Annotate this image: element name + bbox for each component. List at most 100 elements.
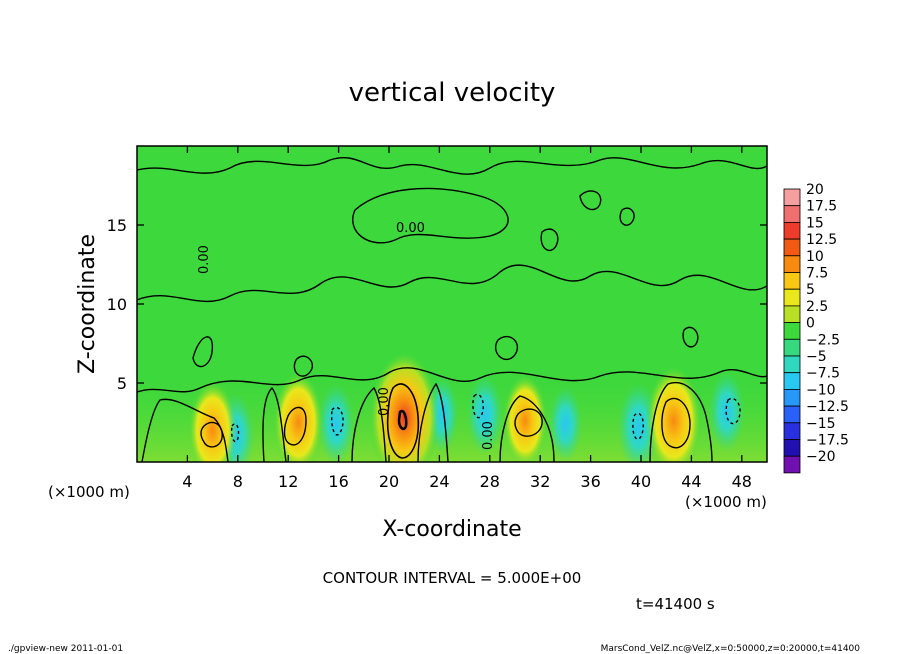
x-tick-label: 28 — [480, 472, 500, 491]
x-tick-label: 4 — [182, 472, 192, 491]
contour-line — [137, 157, 767, 175]
colorbar-swatch — [783, 255, 801, 273]
contour-line — [514, 408, 543, 437]
contour-line — [330, 406, 344, 436]
contour-line — [397, 409, 408, 431]
colorbar-label: −15 — [806, 416, 836, 432]
updraft-region — [188, 379, 238, 462]
updraft-region — [645, 364, 702, 462]
downdraft-region — [317, 383, 355, 462]
contour-label: 0.00 — [396, 221, 425, 236]
x-tick-label: 8 — [233, 472, 243, 491]
colorbar-swatch — [783, 205, 801, 223]
colorbar-swatch — [783, 455, 801, 474]
contour-line — [386, 383, 420, 459]
y-tick-label: 15 — [107, 216, 127, 235]
footer-right: MarsCond_VelZ.nc@VelZ,x=0:50000,z=0:2000… — [601, 644, 861, 654]
colorbar-label: −7.5 — [806, 366, 840, 382]
colorbar-swatch — [783, 405, 801, 424]
colorbar-swatch — [783, 322, 801, 340]
colorbar-swatch — [783, 355, 801, 374]
contour-labels: 0.00 0.00 0.00 0.00 — [197, 221, 496, 450]
colorbar-swatch — [783, 238, 801, 257]
footer-left: ./gpview-new 2011-01-01 — [8, 644, 123, 654]
colorbar-swatch — [783, 221, 801, 240]
contour-line — [540, 228, 559, 251]
y-tick-label: 10 — [107, 295, 127, 314]
plot-area: 0.00 0.00 0.00 0.00 4 8 12 16 20 24 28 32 36 40 44… — [107, 145, 768, 491]
x-axis-ticks: 4 8 12 16 20 24 28 32 36 40 44 48 — [182, 146, 752, 491]
contour-line — [137, 367, 767, 393]
contour-line — [649, 381, 713, 462]
updraft-region — [369, 350, 440, 462]
colorbar: 2017.51512.5107.552.50−2.5−5−7.5−10−12.5… — [783, 182, 849, 474]
colorbar-label: −12.5 — [806, 399, 849, 415]
contour-label: 0.00 — [377, 387, 392, 416]
x-tick-label: 40 — [631, 472, 651, 491]
x-tick-label: 12 — [278, 472, 298, 491]
x-tick-label: 20 — [379, 472, 399, 491]
contour-line — [417, 382, 449, 462]
x-unit-note-right: (×1000 m) — [685, 493, 767, 511]
colorbar-swatch — [783, 188, 801, 207]
y-tick-label: 5 — [117, 374, 127, 393]
contour-line — [141, 398, 229, 462]
updraft-region — [502, 373, 548, 462]
contour-line — [725, 397, 741, 425]
colorbar-swatch — [783, 388, 801, 407]
contour-label: 0.00 — [481, 421, 496, 450]
chart-title: vertical velocity — [349, 78, 556, 108]
contour-label: 0.00 — [197, 245, 212, 274]
x-tick-label: 24 — [429, 472, 449, 491]
colorbar-label: −17.5 — [806, 433, 849, 449]
colorbar-label: 12.5 — [806, 232, 837, 248]
x-tick-label: 44 — [681, 472, 701, 491]
colorbar-label: 2.5 — [806, 299, 828, 315]
contour-line — [351, 386, 387, 462]
contour-interval-text: CONTOUR INTERVAL = 5.000E+00 — [323, 569, 582, 587]
contour-line — [661, 397, 691, 449]
contour-line — [495, 335, 519, 361]
colorbar-label: 15 — [806, 215, 824, 231]
colorbar-label: 5 — [806, 282, 815, 298]
contour-line — [137, 264, 767, 303]
downdraft-region — [548, 386, 583, 462]
x-tick-label: 16 — [328, 472, 348, 491]
contour-line — [579, 190, 602, 211]
contour-line — [619, 207, 635, 226]
time-text: t=41400 s — [636, 595, 715, 613]
x-tick-label: 32 — [530, 472, 550, 491]
x-tick-label: 36 — [580, 472, 600, 491]
colorbar-label: −20 — [806, 449, 836, 465]
contour-line — [352, 187, 509, 244]
colorbar-swatch — [783, 422, 801, 440]
contour-line — [682, 326, 699, 348]
colorbar-label: −10 — [806, 382, 836, 398]
colorbar-swatch — [783, 338, 801, 357]
y-axis-ticks: 5 10 15 — [107, 216, 767, 393]
x-axis-label: X-coordinate — [382, 517, 521, 542]
y-axis-label: Z-coordinate — [75, 234, 100, 374]
contour-line — [230, 423, 240, 443]
colorbar-swatch — [783, 288, 801, 307]
contour-line — [499, 395, 555, 462]
colorbar-swatch — [783, 305, 801, 323]
contour-line — [283, 406, 307, 446]
colorbar-label: 7.5 — [806, 266, 828, 282]
colorbar-label: −2.5 — [806, 332, 840, 348]
colorbar-label: −5 — [806, 349, 827, 365]
colorbar-label: 0 — [806, 316, 815, 332]
contour-line — [192, 336, 214, 368]
contour-line — [262, 386, 287, 462]
colorbar-swatch — [783, 439, 801, 457]
colorbar-label: 17.5 — [806, 199, 837, 215]
colorbar-swatch — [783, 372, 801, 390]
colorbar-label: 10 — [806, 249, 824, 265]
colorbar-label: 20 — [806, 182, 824, 198]
downdraft-region — [708, 371, 745, 452]
x-unit-note-left: (×1000 m) — [48, 483, 130, 501]
colorbar-swatch — [783, 272, 801, 290]
contour-line — [293, 355, 314, 377]
contour-line — [200, 421, 223, 448]
